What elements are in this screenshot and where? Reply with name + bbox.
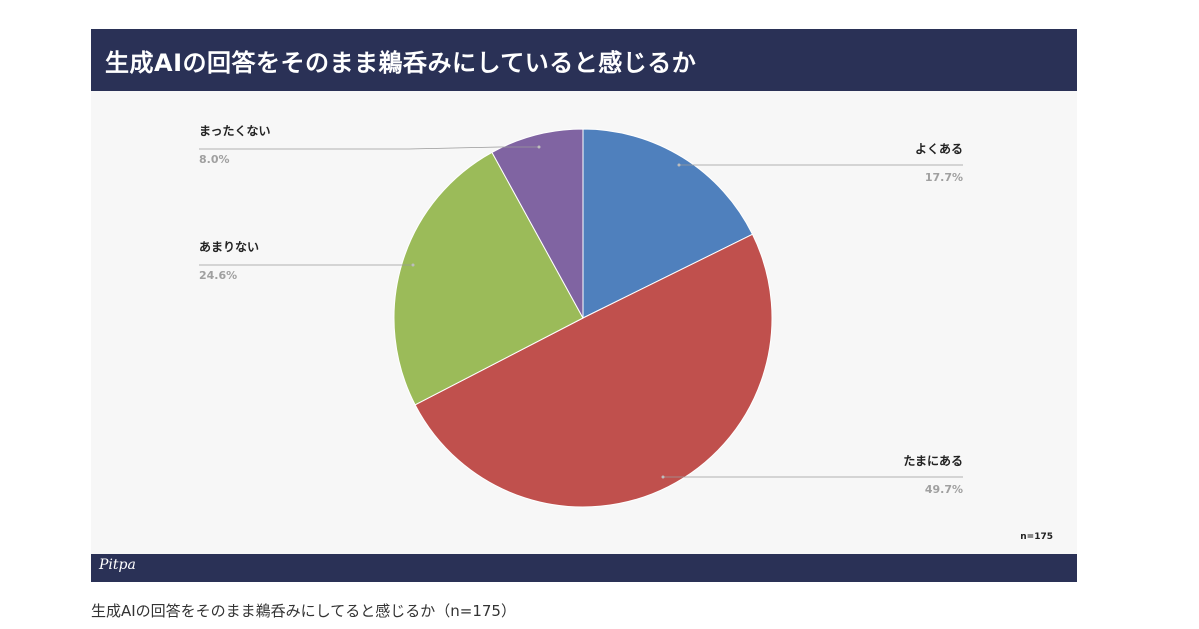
figure-caption: 生成AIの回答をそのまま鵜呑みにしてると感じるか（n=175） <box>91 602 516 620</box>
leader-dot <box>677 163 681 167</box>
leader-dot <box>661 475 665 479</box>
pie-slice <box>491 128 584 319</box>
slice-percent: 49.7% <box>925 483 963 496</box>
slice-percent: 8.0% <box>199 153 230 166</box>
title-bar: 生成AIの回答をそのまま鵜呑みにしていると感じるか <box>91 29 1077 91</box>
leader-dot <box>537 145 541 149</box>
pie-chart: よくある 17.7% たまにある 49.7% あまりない 24.6% まったくない 8.0% <box>199 124 963 508</box>
sample-size-label: n=175 <box>1020 532 1053 542</box>
slice-label: あまりない <box>199 240 259 254</box>
pie-slice <box>393 151 584 406</box>
slice-label: たまにある <box>903 454 963 468</box>
slide: 生成AIの回答をそのまま鵜呑みにしていると感じるか よくある 17.7% たまにある… <box>91 29 1077 582</box>
pitpa-logo: Pitpa <box>99 557 136 573</box>
slice-label: まったくない <box>199 124 271 138</box>
leader-dot <box>411 263 415 267</box>
chart-title: 生成AIの回答をそのまま鵜呑みにしていると感じるか <box>105 48 697 77</box>
slice-percent: 17.7% <box>925 171 963 184</box>
pie-slice <box>582 128 754 319</box>
leader-line <box>199 146 539 150</box>
footer-bar: Pitpa <box>91 554 1077 582</box>
slice-label: よくある <box>915 142 963 156</box>
pie-slice <box>414 233 773 508</box>
slice-percent: 24.6% <box>199 269 237 282</box>
